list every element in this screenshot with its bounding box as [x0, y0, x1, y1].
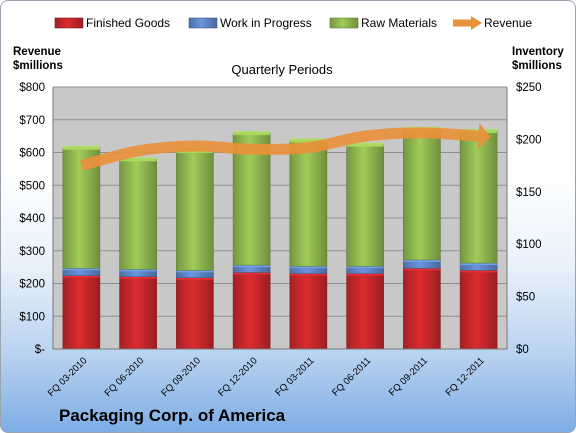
bar-raw-materials [232, 132, 271, 266]
bar-raw-materials [289, 140, 328, 267]
x-tick-label: FQ 06-2010 [103, 355, 147, 399]
legend-revenue: Revenue [484, 16, 533, 30]
x-tick-label: FQ 09-2010 [159, 355, 203, 399]
left-axis-label: Revenue $millions [13, 45, 63, 73]
left-tick-label: $600 [19, 148, 45, 160]
bar-finished-goods [62, 275, 101, 350]
revenue-line [79, 127, 479, 171]
x-tick-label: FQ 06-2011 [330, 355, 373, 398]
bar-cap [119, 157, 157, 162]
bar-finished-goods [346, 273, 384, 350]
x-tick-label: FQ 12-2011 [444, 355, 487, 398]
left-tick-label: $300 [19, 246, 45, 258]
bar-raw-materials [119, 159, 157, 270]
left-tick-label: $800 [19, 82, 45, 94]
left-tick-label: $100 [19, 311, 45, 323]
x-tick-label: FQ 03-2011 [273, 355, 316, 398]
left-tick-label: $500 [19, 180, 45, 192]
legend-raw-materials: Raw Materials [361, 16, 438, 30]
left-tick-label: $400 [19, 213, 45, 225]
bar-cap [62, 145, 100, 150]
bar-raw-materials [62, 147, 101, 269]
legend-finished-goods: Finished Goods [86, 16, 171, 30]
right-tick-label: $0 [516, 344, 529, 356]
right-tick-label: $250 [516, 82, 542, 94]
bar-cap [346, 142, 384, 147]
legend-swatch [188, 17, 218, 29]
x-tick-label: FQ 03-2010 [46, 355, 90, 399]
left-axis-label-line2: $millions [13, 60, 63, 72]
bar-finished-goods [403, 268, 441, 350]
right-axis-label-line2: $millions [512, 60, 562, 72]
right-tick-label: $50 [516, 292, 535, 304]
bar-cap [233, 131, 271, 136]
bar-finished-goods [289, 273, 328, 350]
bar-finished-goods [119, 276, 157, 350]
bar-finished-goods [176, 277, 214, 350]
legend-swatch [54, 17, 84, 29]
bar-raw-materials [459, 130, 498, 264]
bar-raw-materials [346, 144, 384, 267]
x-tick-label: FQ 12-2010 [216, 355, 260, 399]
left-tick-label: $700 [19, 115, 45, 127]
bar-finished-goods [232, 272, 271, 350]
bar-raw-materials [176, 150, 214, 271]
company-title: Packaging Corp. of America [59, 406, 286, 425]
x-tick-label: FQ 09-2011 [387, 355, 430, 398]
right-tick-label: $150 [516, 187, 542, 199]
left-axis-label-line1: Revenue [13, 46, 61, 58]
bar-raw-materials [403, 128, 441, 261]
bar-finished-goods [459, 270, 498, 350]
chart-title: Quarterly Periods [231, 62, 333, 77]
legend-work-in-progress: Work in Progress [220, 16, 312, 30]
left-tick-label: $200 [19, 279, 45, 291]
legend-swatch-revenue-arrow [471, 16, 482, 30]
right-tick-label: $200 [516, 134, 542, 146]
right-axis-label: Inventory $millions [512, 45, 564, 73]
left-tick-label: $- [35, 344, 45, 356]
bar-cap [289, 138, 327, 143]
legend-swatch [329, 17, 359, 29]
revenue-arrowhead [477, 123, 491, 150]
right-tick-label: $100 [516, 239, 542, 251]
right-axis-label-line1: Inventory [512, 46, 564, 58]
